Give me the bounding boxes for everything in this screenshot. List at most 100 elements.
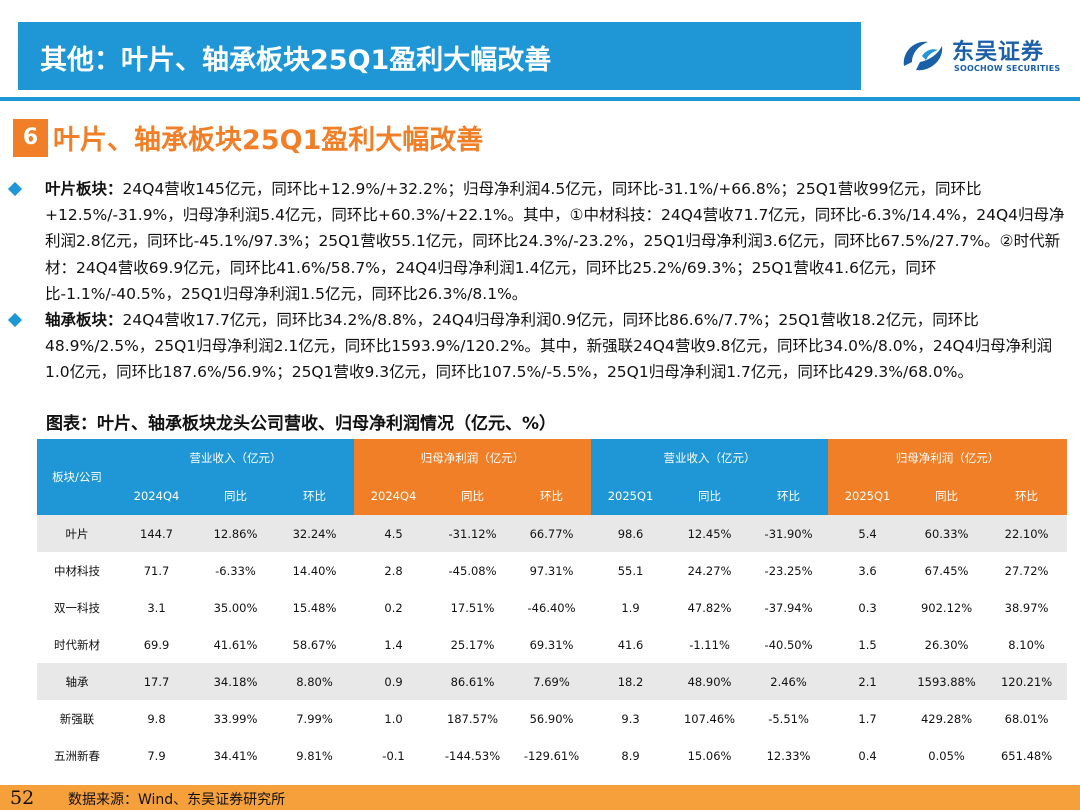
table-cell: 35.00% <box>213 600 258 615</box>
table-cell: 18.2 <box>591 663 671 700</box>
logo-text-cn: 东吴证券 <box>952 40 1045 65</box>
table-cell: 5.4 <box>828 515 908 552</box>
table-cell: 17.7 <box>117 663 196 700</box>
table-cell: 98.6 <box>591 515 671 552</box>
column-header: 环比 <box>512 477 592 515</box>
row-label: 轴承 <box>37 663 117 700</box>
section-number: 6 <box>13 119 48 157</box>
table-cell: 25.17% <box>450 637 495 652</box>
table-cell: 26.30% <box>924 637 969 652</box>
table-cell: 107.46% <box>683 711 736 726</box>
table-cell: -23.25% <box>764 563 813 578</box>
row-label: 时代新材 <box>54 637 100 652</box>
table-cell: 68.01% <box>1004 711 1049 726</box>
table-cell: -0.1 <box>382 748 405 763</box>
table-cell: 2.46% <box>749 663 829 700</box>
column-header: 同比 <box>196 477 275 515</box>
footer-bar <box>0 785 1080 810</box>
table-row: 新强联 9.8 33.99% 7.99% 1.0 187.57% 56.90% 9.3 107.… <box>37 700 1067 737</box>
table-cell: 86.61% <box>433 663 513 700</box>
bullet-bearing: 轴承板块：24Q4营收17.7亿元，同环比34.2%/8.8%，24Q4归母净利… <box>7 307 1070 386</box>
table-cell: 8.10% <box>1008 637 1045 652</box>
table-row: 叶片 144.7 12.86% 32.24% 4.5 -31.12% 66.77% 98.6 1… <box>37 515 1068 552</box>
table-body: 叶片 144.7 12.86% 32.24% 4.5 -31.12% 66.77% 98.6 1… <box>37 515 1068 774</box>
table-cell: 7.9 <box>147 748 166 763</box>
table-cell: 41.61% <box>213 637 258 652</box>
table-cell: 1.4 <box>384 637 403 652</box>
table-cell: 33.99% <box>213 711 258 726</box>
table-cell: 71.7 <box>143 563 170 578</box>
row-label: 五洲新春 <box>54 748 100 763</box>
column-header: 同比 <box>433 477 513 515</box>
table-cell: 1.7 <box>858 711 877 726</box>
table-cell: 1.5 <box>858 637 877 652</box>
column-header: 2024Q4 <box>354 477 434 515</box>
data-table: 板块/公司 营业收入（亿元） 归母净利润（亿元） 营业收入（亿元） 归母净利润（… <box>37 439 1068 774</box>
table-cell: 55.1 <box>617 563 644 578</box>
group-header: 营业收入（亿元） <box>117 439 355 477</box>
table-cell: -5.51% <box>768 711 809 726</box>
page-title: 其他：叶片、轴承板块25Q1盈利大幅改善 <box>40 45 552 76</box>
title-bar: 其他：叶片、轴承板块25Q1盈利大幅改善 <box>18 22 861 90</box>
table-cell: 32.24% <box>275 515 355 552</box>
table-cell: 7.99% <box>296 711 333 726</box>
table-cell: 2.1 <box>828 663 908 700</box>
table-row: 轴承 17.7 34.18% 8.80% 0.9 86.61% 7.69% 18.2 48.90… <box>37 663 1068 700</box>
table-cell: 34.41% <box>213 748 258 763</box>
table-cell: 12.33% <box>766 748 811 763</box>
row-label: 中材科技 <box>54 563 100 578</box>
table-cell: 429.28% <box>920 711 973 726</box>
table-cell: 34.18% <box>196 663 275 700</box>
data-source: 数据来源：Wind、东吴证券研究所 <box>68 792 286 808</box>
table-row: 五洲新春 7.9 34.41% 9.81% -0.1 -144.53% -129.61% 8.… <box>37 737 1067 774</box>
table-cell: 47.82% <box>687 600 732 615</box>
table-cell: 27.72% <box>1004 563 1049 578</box>
table-cell: 58.67% <box>292 637 337 652</box>
bullet-label: 叶片板块： <box>45 180 123 198</box>
table-cell: 0.4 <box>858 748 877 763</box>
bullet-list: 叶片板块：24Q4营收145亿元，同环比+12.9%/+32.2%；归母净利润4… <box>7 176 1070 386</box>
table-cell: 4.5 <box>354 515 434 552</box>
table-cell: 69.31% <box>529 637 574 652</box>
column-header: 同比 <box>670 477 750 515</box>
bullet-blade: 叶片板块：24Q4营收145亿元，同环比+12.9%/+32.2%；归母净利润4… <box>7 176 1070 307</box>
table-cell: -40.50% <box>764 637 813 652</box>
table-row: 中材科技 71.7 -6.33% 14.40% 2.8 -45.08% 97.31% 55.1… <box>37 552 1067 589</box>
table-row: 时代新材 69.9 41.61% 58.67% 1.4 25.17% 69.31% 41.6 -… <box>37 626 1067 663</box>
table-cell: 66.77% <box>512 515 592 552</box>
table-cell: -31.90% <box>749 515 829 552</box>
bullet-label: 轴承板块： <box>45 311 123 330</box>
figure-title: 图表：叶片、轴承板块龙头公司营收、归母净利润情况（亿元、%） <box>46 414 557 434</box>
column-header: 环比 <box>275 477 355 515</box>
table-cell: 41.6 <box>617 637 644 652</box>
table-cell: 7.69% <box>512 663 592 700</box>
table-cell: 1.9 <box>621 600 640 615</box>
table-cell: 3.1 <box>147 600 166 615</box>
table-cell: 9.3 <box>621 711 640 726</box>
table-cell: 48.90% <box>670 663 750 700</box>
brand-logo: 东吴证券 SOOCHOW SECURITIES <box>900 33 1070 77</box>
table-cell: -46.40% <box>527 600 576 615</box>
page-number: 52 <box>10 787 35 809</box>
diamond-bullet-icon <box>7 312 23 328</box>
group-header: 营业收入（亿元） <box>591 439 829 477</box>
table-cell: -37.94% <box>764 600 813 615</box>
column-header: 2024Q4 <box>117 477 196 515</box>
table-cell: 9.8 <box>147 711 166 726</box>
table-cell: 12.45% <box>670 515 750 552</box>
table-cell: 38.97% <box>1004 600 1049 615</box>
table-cell: 120.21% <box>986 663 1068 700</box>
table-cell: -129.61% <box>523 748 580 763</box>
column-header: 环比 <box>986 477 1068 515</box>
column-header: 同比 <box>907 477 987 515</box>
table-cell: 15.06% <box>687 748 732 763</box>
header-rule <box>0 97 1080 101</box>
table-row: 双一科技 3.1 35.00% 15.48% 0.2 17.51% -46.40% 1.9 47… <box>37 589 1067 626</box>
table-cell: 0.9 <box>354 663 434 700</box>
table-cell: 3.6 <box>858 563 877 578</box>
column-header: 2025Q1 <box>828 477 908 515</box>
row-label: 双一科技 <box>54 600 100 615</box>
table-cell: 1.0 <box>384 711 403 726</box>
bullet-text: 24Q4营收145亿元，同环比+12.9%/+32.2%；归母净利润4.5亿元，… <box>45 180 1065 303</box>
table-cell: -31.12% <box>433 515 513 552</box>
